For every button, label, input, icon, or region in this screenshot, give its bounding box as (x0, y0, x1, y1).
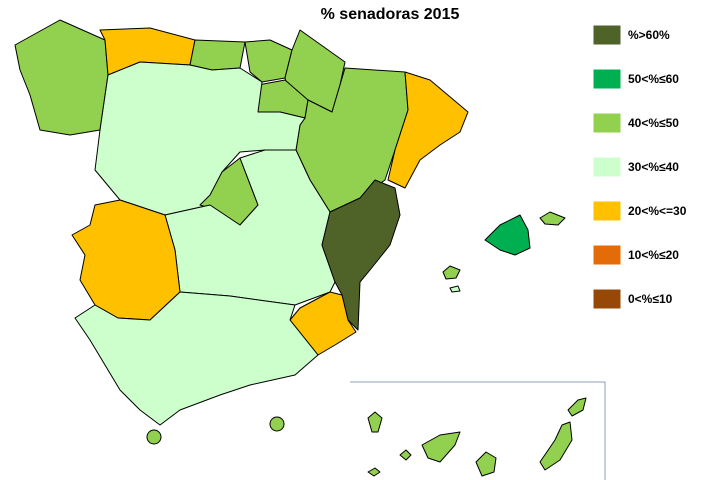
legend-swatch (592, 156, 622, 178)
legend-label: 50<%≤60 (628, 72, 679, 86)
legend-label: 40<%≤50 (628, 116, 679, 130)
ibiza (442, 265, 461, 280)
tenerife (421, 431, 461, 463)
murcia (289, 291, 357, 356)
lanzarote (567, 397, 587, 417)
la-palma (367, 411, 383, 433)
legend-label: 30<%≤40 (628, 160, 679, 174)
legend-swatch (592, 24, 622, 46)
hierro (367, 467, 381, 477)
legend-label: 10<%≤20 (628, 248, 679, 262)
menorca (539, 211, 566, 226)
legend-swatch (592, 288, 622, 310)
fuerteventura (539, 421, 573, 471)
legend-swatch (592, 200, 622, 222)
mallorca (484, 214, 531, 256)
extremadura (71, 199, 181, 321)
melilla (269, 416, 285, 432)
legend-swatch (592, 244, 622, 266)
andalucia (74, 291, 319, 426)
gran-canaria (475, 451, 497, 477)
canarias-frame (350, 381, 606, 480)
valencia (321, 179, 401, 331)
legend-label: 0<%≤10 (628, 292, 673, 306)
gomera (399, 449, 412, 461)
regions (14, 19, 587, 477)
galicia (14, 19, 109, 136)
formentera (449, 285, 461, 293)
ceuta (146, 429, 162, 445)
legend-label: %>60% (628, 28, 670, 42)
cantabria (189, 39, 246, 71)
map-title: % senadoras 2015 (321, 6, 460, 23)
cataluna (387, 71, 469, 189)
legend-label: 20<%<=30 (628, 204, 687, 218)
legend-swatch (592, 68, 622, 90)
legend-swatch (592, 112, 622, 134)
